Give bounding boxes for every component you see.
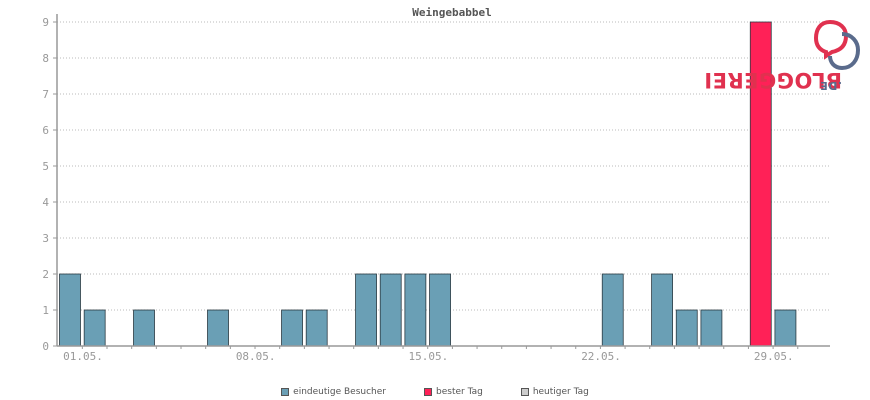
y-tick-label: 4 [42,196,49,209]
legend-label: heutiger Tag [532,387,589,397]
y-tick-label: 2 [42,268,49,281]
legend-item-unique-visitors: eindeutige Besucher [281,384,386,400]
y-tick-label: 9 [42,16,49,29]
legend-swatch [520,388,529,396]
legend-label: eindeutige Besucher [293,387,386,397]
bar [379,273,402,347]
bar [281,309,303,347]
x-axis: 01.05. 08.05. 15.05. 22.05. 29.05. [57,345,830,363]
bar [404,273,427,347]
y-tick-label: 1 [42,304,49,317]
legend-item-today: heutiger Tag [520,384,589,400]
y-tick-label: 5 [42,160,49,173]
bar [774,309,797,347]
bar [83,309,106,347]
legend-swatch [281,388,290,396]
grid-lines [57,21,830,311]
bar [651,273,673,347]
x-tick-label: 29.05. [754,350,794,363]
y-tick-label: 8 [42,52,49,65]
bar [207,309,229,347]
y-axis: 0 1 2 3 4 5 6 7 8 9 [42,14,58,353]
bar [700,309,723,347]
bloggerei-logo-text: BLOGGEREI .DE [704,68,842,215]
x-tick-label: 15.05. [409,350,449,363]
bar [429,273,451,347]
x-tick-label: 08.05. [236,350,276,363]
legend-swatch [424,388,432,396]
x-tick-label: 22.05. [581,350,621,363]
y-tick-label: 6 [42,124,49,137]
logo-text-tld: .DE [819,79,842,92]
bar [675,309,698,347]
bar [59,273,81,347]
y-tick-label: 0 [42,340,49,353]
bars [59,21,797,347]
legend: eindeutige Besucher bester Tag heutiger … [0,384,870,400]
y-tick-label: 3 [42,232,49,245]
legend-label: bester Tag [436,387,483,397]
bloggerei-logo-icon [813,19,861,71]
bar [305,309,328,347]
legend-item-best-day: bester Tag [424,384,483,400]
chart-title: Weingebabbel [412,6,491,19]
bar [355,273,377,347]
y-tick-label: 7 [42,88,49,101]
bar [133,309,155,347]
x-tick-label: 01.05. [63,350,103,363]
bar [601,273,624,347]
